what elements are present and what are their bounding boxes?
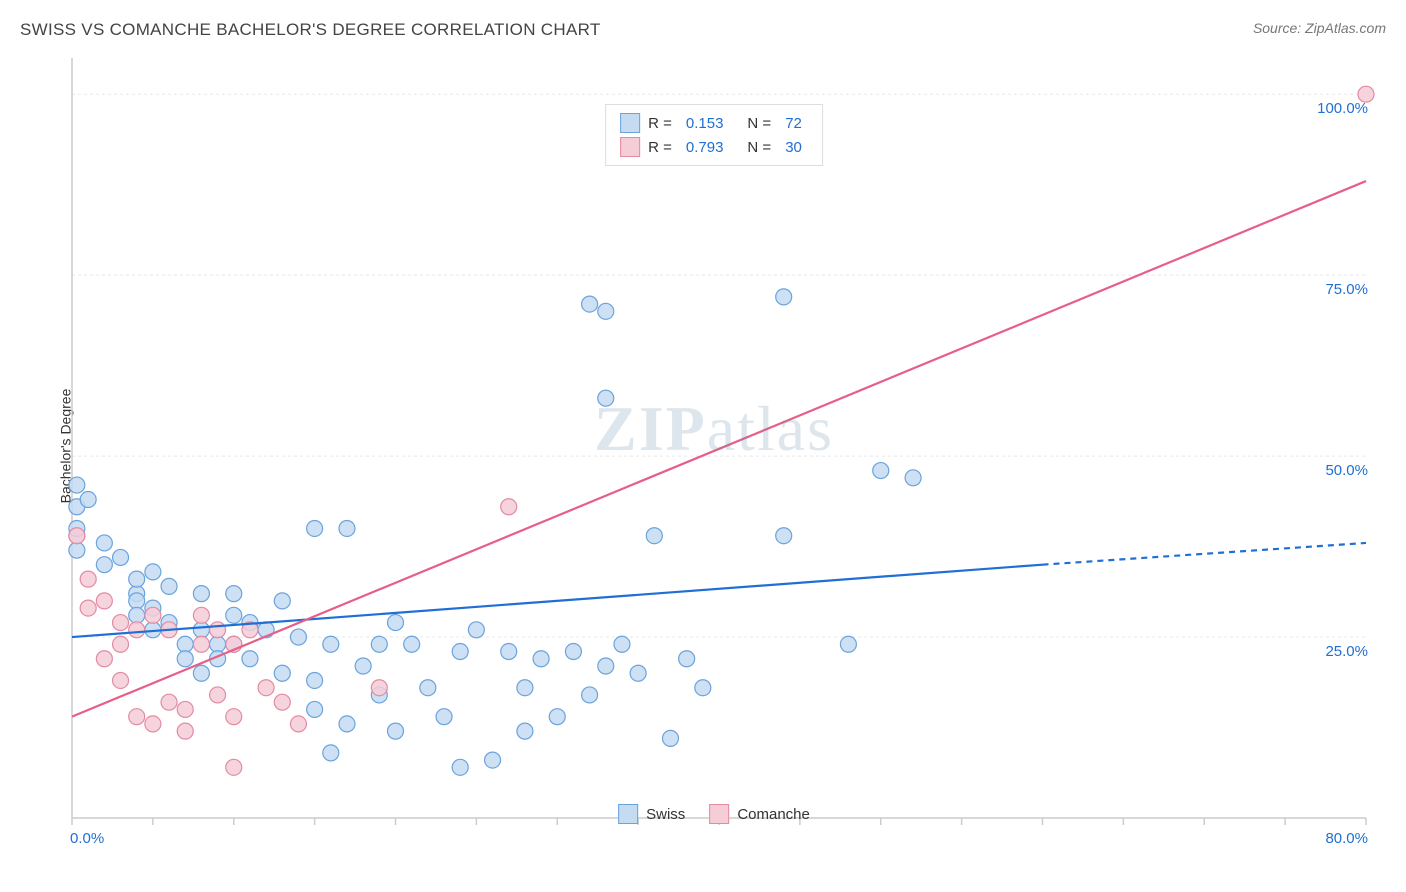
y-tick-label: 25.0% [1325, 643, 1368, 660]
legend-swatch [709, 804, 729, 824]
series-legend-item: Swiss [618, 804, 685, 824]
legend-row: R = 0.793 N = 30 [620, 135, 808, 159]
series-legend-label: Comanche [737, 806, 810, 823]
legend-swatch [618, 804, 638, 824]
header: SWISS VS COMANCHE BACHELOR'S DEGREE CORR… [20, 20, 1386, 40]
y-tick-label: 100.0% [1317, 100, 1368, 117]
legend-n-value: 72 [785, 115, 802, 132]
legend-r-label: R = [648, 115, 672, 132]
chart-area: ZIPatlas R =0.153N =72R =0.793N =30 Swis… [52, 48, 1376, 842]
legend-row: R = 0.153 N = 72 [620, 111, 808, 135]
scatter-plot-svg [52, 48, 1376, 842]
legend-r-value: 0.153 [686, 115, 724, 132]
series-legend-item: Comanche [709, 804, 810, 824]
legend-swatch [620, 137, 640, 157]
legend-n-value: 30 [785, 139, 802, 156]
correlation-legend: R = 0.153 N = 72 R = 0.793 N = 30 [605, 104, 823, 166]
legend-swatch [620, 113, 640, 133]
legend-r-value: 0.793 [686, 139, 724, 156]
source-attribution: Source: ZipAtlas.com [1253, 20, 1386, 36]
chart-title: SWISS VS COMANCHE BACHELOR'S DEGREE CORR… [20, 20, 601, 40]
legend-n-label: N = [747, 139, 771, 156]
legend-r-label: R = [648, 139, 672, 156]
x-tick-label: 80.0% [1325, 830, 1368, 847]
y-tick-label: 50.0% [1325, 462, 1368, 479]
y-tick-label: 75.0% [1325, 281, 1368, 298]
x-tick-label: 0.0% [70, 830, 104, 847]
legend-n-label: N = [747, 115, 771, 132]
series-legend: Swiss Comanche [618, 804, 810, 824]
series-legend-label: Swiss [646, 806, 685, 823]
